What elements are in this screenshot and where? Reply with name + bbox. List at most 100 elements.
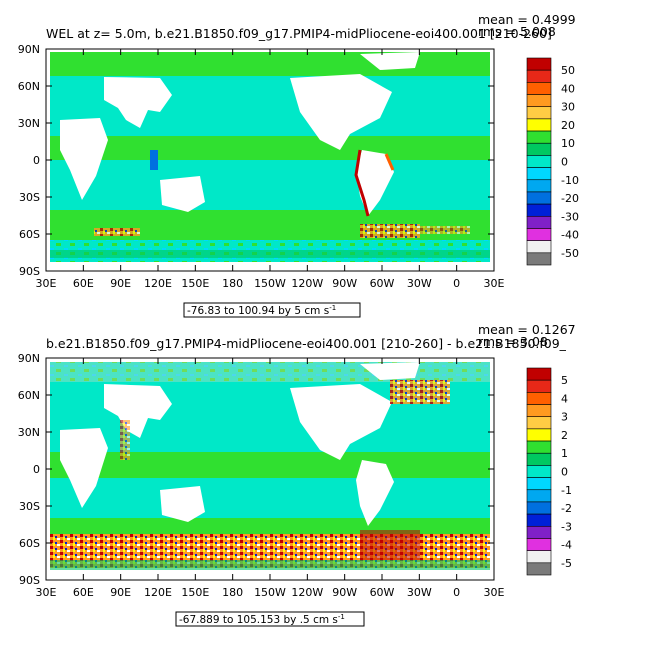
x-tick-label: 0 [453,277,460,290]
colorbar-label: -10 [561,174,579,187]
colorbar-label: 0 [561,466,568,479]
colorbar-swatch [526,379,552,393]
panel2-y-axis: 90N 60N 30N 0 30S 60S 90S [18,352,494,587]
colorbar-swatch [526,428,552,442]
x-tick-label: 120E [144,586,172,599]
x-tick-label: 30E [484,277,505,290]
panel2-colorbar: 5 4 3 2 1 0 -1 -2 -3 -4 -5 [526,367,572,576]
colorbar-label: -4 [561,539,572,552]
colorbar-swatch [526,57,552,71]
x-tick-label: 30W [407,586,432,599]
y-tick-label: 0 [33,154,40,167]
panel1-mean: mean = 0.4999 [478,12,576,27]
panel2-x-axis: 30E 60E 90E 120E 150E 180 150W 120W 90W 60W 30W 0 30… [36,358,505,599]
x-tick-label: 30E [484,586,505,599]
colorbar-swatch [526,501,552,515]
panel2-rms: rms = 3.08 [478,334,548,349]
y-tick-label: 60S [19,537,40,550]
x-tick-label: 150E [181,277,209,290]
colorbar-label: 2 [561,429,568,442]
colorbar-swatch [526,252,552,266]
x-tick-label: 120W [291,586,323,599]
colorbar-swatch [526,465,552,478]
colorbar-label: -50 [561,247,579,260]
x-tick-label: 120E [144,277,172,290]
x-tick-label: 180 [222,586,243,599]
colorbar-swatch [526,94,552,108]
colorbar-swatch [526,538,552,551]
x-tick-label: 90W [332,586,357,599]
colorbar-label: -40 [561,229,579,242]
colorbar-swatch [526,452,552,466]
panel1-title: WEL at z= 5.0m, b.e21.B1850.f09_g17.PMIP… [46,26,552,41]
panel1-colorbar: 50 40 30 20 10 0 -10 -20 -30 -40 -50 [526,57,579,266]
colorbar-label: -20 [561,192,579,205]
colorbar-swatch [526,106,552,120]
colorbar-swatch [526,416,552,430]
colorbar-swatch [526,155,552,168]
panel1-x-axis: 30E 60E 90E 120E 150E 180 150W 120W 90W 60W 30W 0 30… [36,49,505,290]
colorbar-swatch [526,130,552,144]
panel1-map [45,48,495,272]
x-tick-label: 60W [370,277,395,290]
colorbar-swatch [526,240,552,254]
y-tick-label: 30S [19,500,40,513]
colorbar-swatch [526,142,552,156]
colorbar-swatch [526,477,552,491]
y-tick-label: 60S [19,228,40,241]
colorbar-swatch [526,191,552,205]
panel-bottom: b.e21.B1850.f09_g17.PMIP4-midPliocene-eo… [18,322,576,627]
colorbar-label: 30 [561,101,575,114]
panel2-map [45,357,495,581]
x-tick-label: 150E [181,586,209,599]
y-tick-label: 60N [18,389,40,402]
colorbar-label: -1 [561,484,572,497]
x-tick-label: 30E [36,277,57,290]
y-tick-label: 90S [19,265,40,278]
panel2-mean: mean = 0.1267 [478,322,576,337]
colorbar-swatch [526,562,552,576]
colorbar-swatch [526,82,552,95]
colorbar-swatch [526,404,552,418]
y-tick-label: 90S [19,574,40,587]
colorbar-swatch [526,69,552,83]
colorbar-label: -3 [561,520,572,533]
x-tick-label: 0 [453,586,460,599]
x-tick-label: 90E [110,586,131,599]
colorbar-label: 20 [561,119,575,132]
x-tick-label: 150W [254,277,286,290]
colorbar-swatch [526,118,552,132]
y-tick-label: 30N [18,426,40,439]
colorbar-label: 10 [561,137,575,150]
colorbar-swatch [526,513,552,527]
colorbar-swatch [526,367,552,381]
colorbar-swatch [526,179,552,193]
colorbar-swatch [526,392,552,405]
y-tick-label: 60N [18,80,40,93]
colorbar-label: -30 [561,210,579,223]
x-tick-label: 90E [110,277,131,290]
x-tick-label: 30E [36,586,57,599]
x-tick-label: 60E [73,277,94,290]
colorbar-swatch [526,203,552,217]
colorbar-swatch [526,228,552,241]
x-tick-label: 120W [291,277,323,290]
x-tick-label: 150W [254,586,286,599]
y-tick-label: 90N [18,352,40,365]
colorbar-label: 3 [561,411,568,424]
colorbar-label: 50 [561,64,575,77]
panel1-range-label: -76.83 to 100.94 by 5 cm s-1 [187,304,336,317]
panel1-rms: rms = 5.008 [478,24,556,39]
panel2-range-box [175,611,365,627]
x-tick-label: 90W [332,277,357,290]
colorbar-swatch [526,489,552,503]
colorbar-label: 40 [561,82,575,95]
panel2-title: b.e21.B1850.f09_g17.PMIP4-midPliocene-eo… [46,336,567,351]
panel2-range-label: -67.889 to 105.153 by .5 cm s-1 [179,613,345,626]
colorbar-label: -5 [561,557,572,570]
x-tick-label: 60W [370,586,395,599]
colorbar-label: 4 [561,392,568,405]
colorbar-label: -2 [561,502,572,515]
x-tick-label: 180 [222,277,243,290]
